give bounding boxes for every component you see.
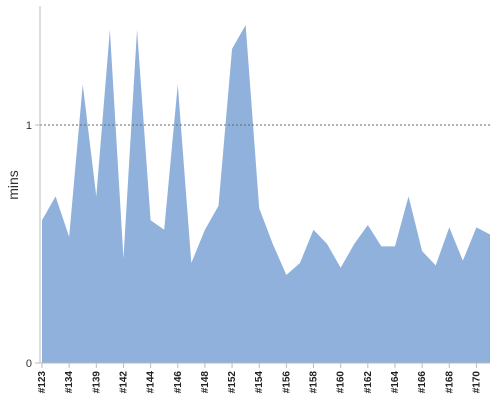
y-axis-label: mins [5, 170, 21, 200]
x-tick-label: #144 [146, 371, 157, 394]
y-tick-label: 1 [26, 120, 32, 132]
x-tick-label: #139 [91, 371, 102, 394]
x-tick-label: #123 [37, 371, 48, 394]
area-layer [40, 25, 490, 363]
area-series [42, 25, 490, 363]
x-tick-label: #156 [281, 371, 292, 394]
axis-layer [35, 6, 490, 368]
x-tick-label: #166 [417, 371, 428, 394]
x-tick-label: #154 [254, 371, 265, 394]
label-layer: mins 0 1 #123 #134 #139 #142 #144 #146 #148 #152 #… [5, 120, 482, 393]
x-tick-label: #164 [390, 371, 401, 394]
x-tick-label: #134 [64, 371, 75, 394]
x-tick-label: #170 [471, 371, 482, 394]
x-tick-label: #158 [309, 371, 320, 394]
x-tick-label: #162 [363, 371, 374, 394]
x-tick-label: #148 [200, 371, 211, 394]
x-tick-label: #152 [227, 371, 238, 394]
x-tick-label: #142 [118, 371, 129, 394]
x-tick-label: #160 [336, 371, 347, 394]
x-tick-label: #146 [173, 371, 184, 394]
x-tick-label: #168 [444, 371, 455, 394]
y-tick-label: 0 [26, 358, 32, 370]
